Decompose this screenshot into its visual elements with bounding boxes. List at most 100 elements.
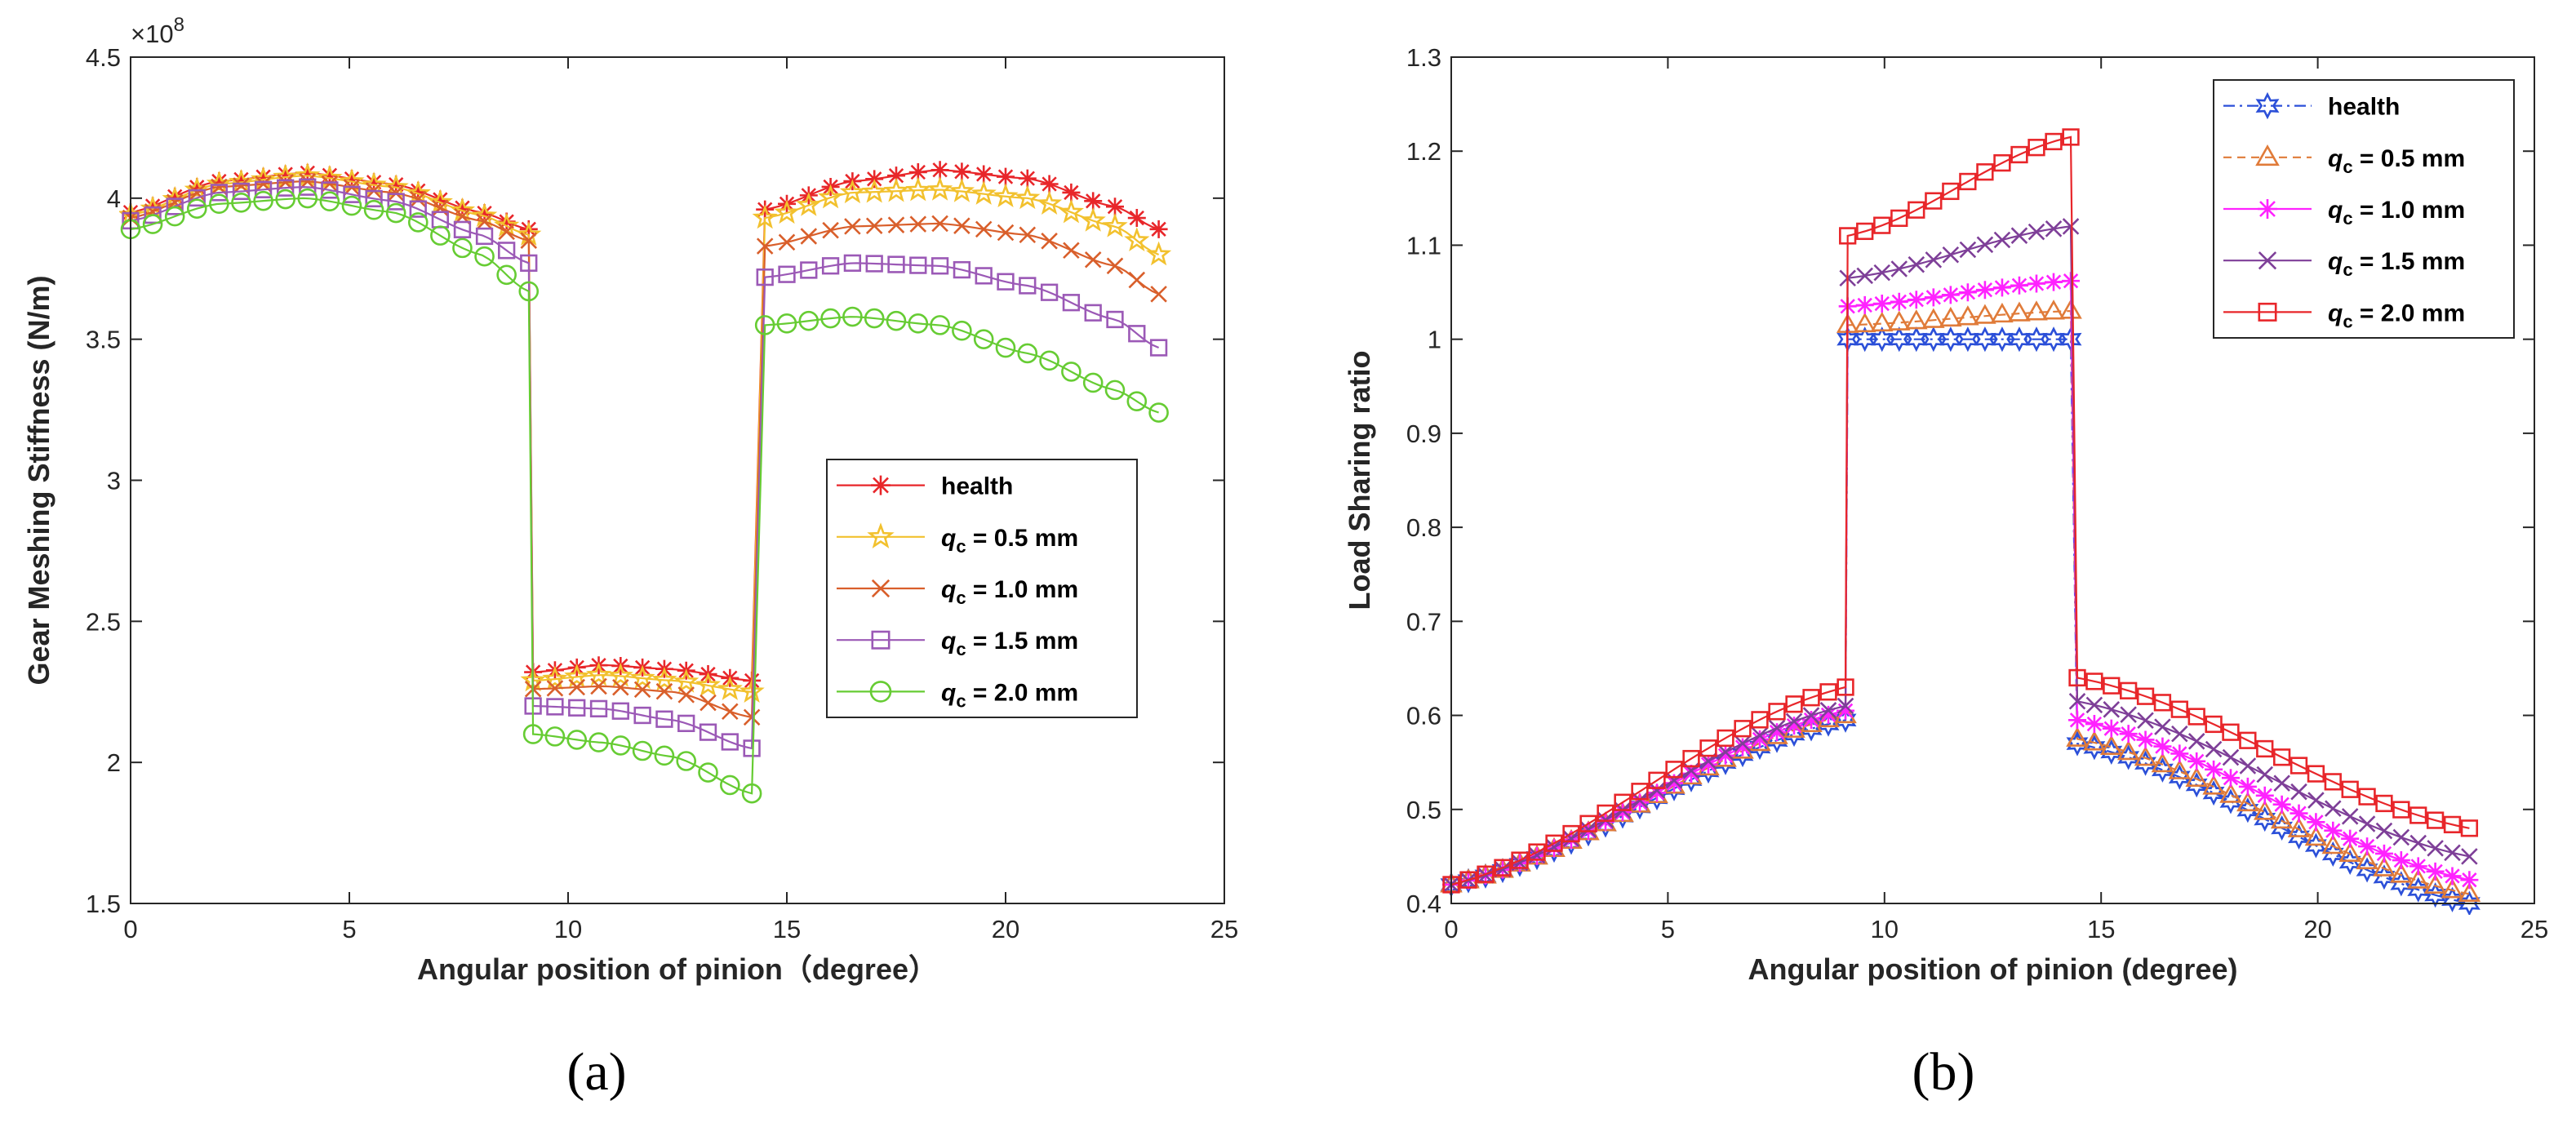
data-point — [973, 329, 994, 349]
data-point — [1562, 824, 1580, 843]
data-point — [1856, 222, 1874, 241]
legend-marker — [2258, 302, 2277, 322]
data-point — [1837, 678, 1854, 696]
legend-marker — [2255, 91, 2280, 120]
data-point — [1149, 339, 1168, 357]
data-point — [698, 762, 718, 783]
data-point — [2375, 794, 2393, 813]
data-point — [2341, 829, 2360, 848]
data-point — [588, 732, 609, 752]
data-point — [319, 191, 340, 212]
data-point — [1545, 834, 1563, 852]
data-point — [800, 261, 818, 279]
data-point — [1870, 311, 1894, 332]
data-point — [1717, 743, 1734, 761]
data-point — [2256, 766, 2274, 783]
data-point — [188, 178, 207, 197]
data-point — [2151, 752, 2174, 773]
data-point — [1477, 865, 1495, 883]
data-point — [1802, 707, 1820, 724]
data-point — [655, 682, 673, 700]
legend-marker — [2258, 199, 2277, 219]
panel-a: 0 5 10 15 20 25 1.5 2 2.5 3 3.5 4 4.5 ×108 Angular pos… — [22, 14, 1238, 986]
data-point — [2441, 878, 2464, 899]
data-point — [2205, 760, 2223, 779]
data-point — [2068, 668, 2086, 687]
data-point — [1991, 302, 2014, 323]
data-point — [2219, 783, 2242, 803]
data-point — [909, 256, 927, 274]
data-point — [1800, 712, 1823, 733]
data-point — [1974, 304, 1996, 324]
data-point — [1648, 771, 1666, 789]
data-point — [1039, 350, 1059, 371]
data-point — [2321, 841, 2344, 868]
data-point — [1785, 695, 1803, 713]
data-point — [2287, 817, 2311, 837]
data-point — [544, 726, 566, 747]
data-point — [2356, 849, 2378, 870]
legend-marker — [871, 630, 890, 650]
data-point — [254, 167, 273, 186]
data-point — [365, 189, 383, 208]
y-tick-label: 0.8 — [1406, 513, 1441, 542]
data-point — [2426, 862, 2445, 881]
data-point — [2373, 856, 2396, 877]
data-point — [430, 225, 451, 246]
data-point — [2103, 677, 2121, 695]
x-tick-label: 5 — [342, 915, 356, 943]
data-point — [1614, 803, 1632, 822]
data-point — [1648, 783, 1667, 802]
series-group — [1440, 128, 2481, 915]
data-point — [2068, 693, 2086, 710]
y-tick-label: 0.7 — [1406, 607, 1441, 636]
data-point — [166, 193, 184, 211]
data-point — [611, 735, 631, 756]
y-tick-label: 2.5 — [86, 607, 121, 636]
data-point — [2027, 139, 2045, 157]
data-point — [2409, 806, 2427, 824]
data-point — [232, 170, 251, 189]
data-point — [975, 165, 993, 184]
y-tick-label: 4 — [107, 184, 121, 213]
data-point — [1734, 738, 1752, 757]
x-tick-label: 5 — [1661, 915, 1675, 943]
data-point — [498, 242, 516, 260]
data-point — [883, 177, 909, 202]
data-point — [2341, 780, 2359, 798]
data-point — [2409, 857, 2427, 876]
data-point — [1146, 241, 1172, 266]
data-point — [752, 204, 778, 229]
series-4 — [1442, 128, 2479, 894]
data-point — [2103, 701, 2121, 718]
data-point — [1128, 325, 1146, 343]
data-point — [164, 206, 185, 227]
data-point — [2154, 718, 2171, 735]
data-point — [518, 281, 540, 302]
legend-label: health — [941, 473, 1013, 500]
data-point — [1104, 380, 1126, 401]
y-tick-label: 0.4 — [1406, 890, 1441, 918]
data-point — [1018, 169, 1037, 188]
data-point — [1924, 288, 1943, 307]
data-point — [953, 260, 971, 279]
data-point — [721, 733, 739, 751]
data-point — [1017, 343, 1038, 364]
data-point — [2205, 740, 2223, 758]
legend-item: qc = 1.5 mm — [2223, 248, 2465, 280]
data-point — [276, 165, 295, 184]
data-point — [997, 273, 1015, 291]
data-point — [1959, 172, 1977, 191]
data-point — [997, 167, 1015, 186]
data-point — [952, 320, 972, 341]
data-point — [2290, 804, 2308, 823]
data-point — [2119, 725, 2138, 743]
y-tick-label: 0.5 — [1406, 796, 1441, 824]
data-point — [1477, 867, 1495, 884]
y-axis-label: Gear Meshing Stiffness (N/m) — [22, 275, 56, 685]
data-point — [1853, 312, 1876, 333]
data-point — [1040, 283, 1059, 301]
data-point — [2116, 739, 2140, 761]
data-point — [1802, 711, 1821, 730]
legend-item: qc = 0.5 mm — [2223, 144, 2465, 177]
